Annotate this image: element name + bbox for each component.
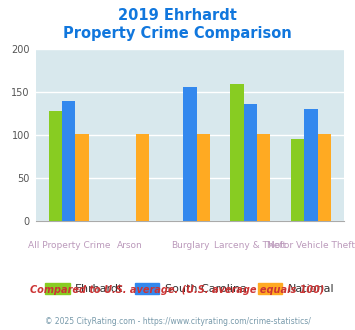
- Text: All Property Crime: All Property Crime: [28, 241, 110, 249]
- Text: © 2025 CityRating.com - https://www.cityrating.com/crime-statistics/: © 2025 CityRating.com - https://www.city…: [45, 317, 310, 326]
- Text: 2019 Ehrhardt: 2019 Ehrhardt: [118, 8, 237, 23]
- Bar: [62, 101, 76, 221]
- Bar: [76, 134, 89, 221]
- Text: Compared to U.S. average. (U.S. average equals 100): Compared to U.S. average. (U.S. average …: [30, 285, 325, 295]
- Bar: [136, 134, 149, 221]
- Legend: Ehrhardt, South Carolina, National: Ehrhardt, South Carolina, National: [41, 278, 339, 298]
- Bar: [291, 139, 304, 221]
- Text: Property Crime Comparison: Property Crime Comparison: [63, 26, 292, 41]
- Bar: [230, 84, 244, 221]
- Text: Burglary: Burglary: [171, 241, 209, 249]
- Bar: [183, 87, 197, 221]
- Bar: [49, 111, 62, 221]
- Bar: [244, 104, 257, 221]
- Text: Motor Vehicle Theft: Motor Vehicle Theft: [267, 241, 355, 249]
- Bar: [304, 109, 318, 221]
- Bar: [197, 134, 210, 221]
- Text: Larceny & Theft: Larceny & Theft: [214, 241, 286, 249]
- Bar: [257, 134, 271, 221]
- Text: Arson: Arson: [116, 241, 142, 249]
- Bar: [318, 134, 331, 221]
